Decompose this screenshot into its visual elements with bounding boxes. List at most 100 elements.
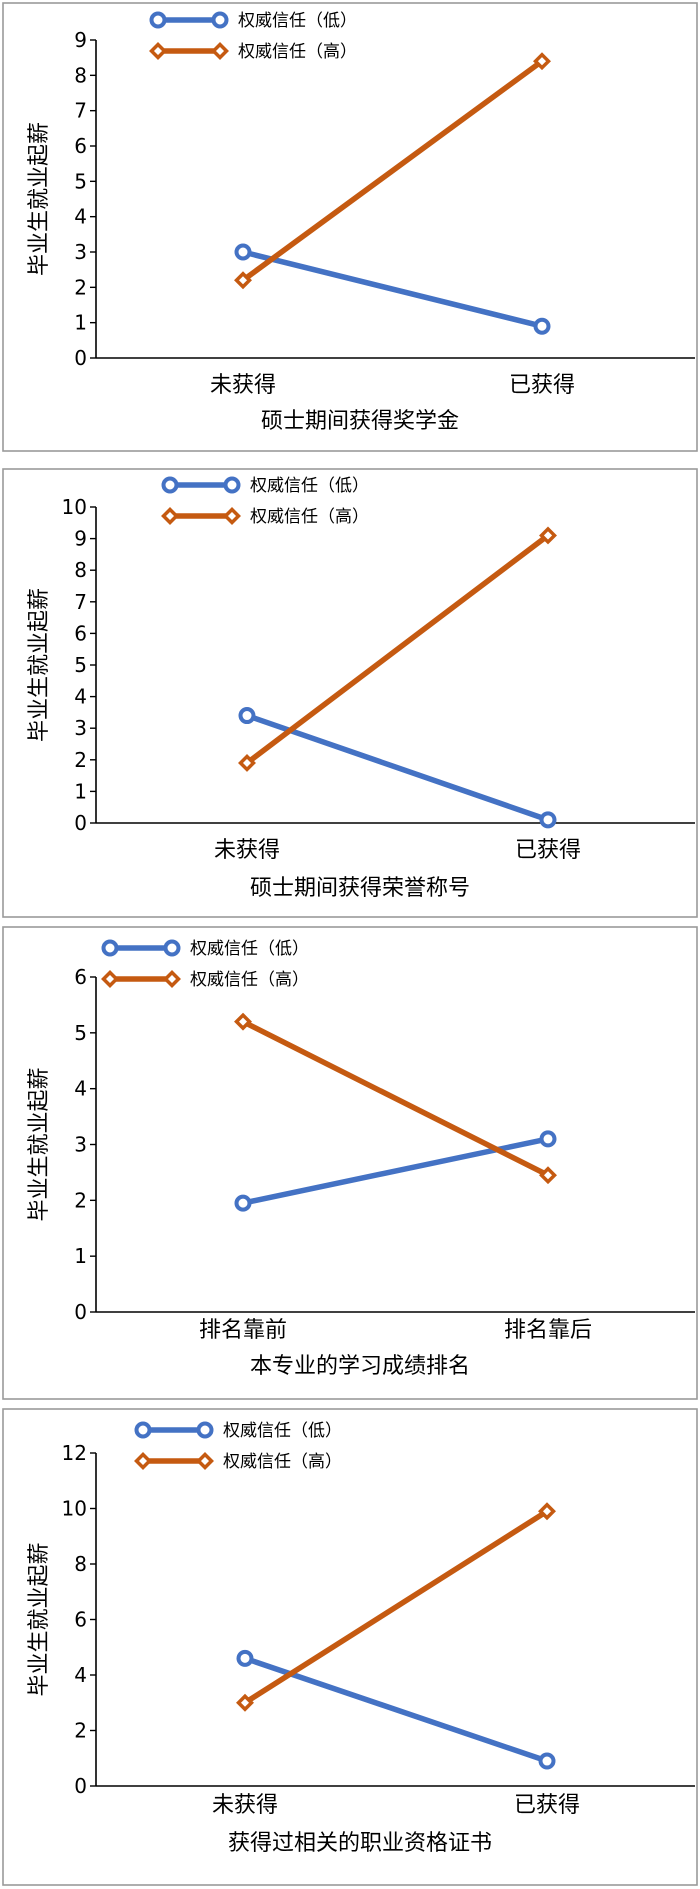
legend-label: 权威信任（低） (190, 939, 309, 959)
legend-item-high: 权威信任（高） (101, 970, 309, 990)
y-tick-label: 6 (74, 965, 87, 989)
data-point-circle-icon (236, 1649, 254, 1667)
series-line-low (244, 712, 551, 823)
y-tick-label: 9 (74, 28, 87, 52)
legend-start-diamond-icon (134, 1452, 152, 1470)
data-point-diamond-icon (539, 526, 557, 545)
data-point-diamond-icon (234, 1012, 252, 1031)
y-axis-title: 毕业生就业起薪 (27, 588, 52, 742)
y-tick-label: 4 (74, 205, 87, 229)
legend-item-high: 权威信任（高） (134, 1452, 342, 1472)
y-tick-label: 2 (74, 275, 87, 299)
legend-item-low: 权威信任（低） (101, 939, 309, 959)
legend-label: 权威信任（高） (190, 970, 309, 990)
data-point-circle-icon (539, 811, 557, 829)
legend-end-diamond-icon (211, 42, 229, 60)
legend-end-circle-icon (163, 939, 181, 957)
legend-label: 权威信任（高） (238, 42, 357, 62)
y-tick-label: 6 (74, 134, 87, 158)
panel-frame (2, 468, 698, 918)
y-axis-title: 毕业生就业起薪 (27, 1067, 52, 1221)
x-category-label: 未获得 (214, 838, 280, 863)
data-point-diamond-icon (236, 1693, 254, 1712)
y-tick-label: 8 (74, 63, 87, 87)
legend-end-circle-icon (196, 1421, 214, 1439)
y-tick-label: 4 (74, 1077, 87, 1101)
series-line-high (244, 532, 551, 766)
y-tick-label: 1 (74, 311, 87, 335)
y-tick-label: 2 (74, 1188, 87, 1212)
data-point-diamond-icon (238, 753, 256, 772)
panel-frame (2, 2, 698, 452)
y-tick-label: 3 (74, 716, 87, 740)
y-tick-label: 1 (74, 1244, 87, 1268)
series-line-high (240, 58, 545, 284)
legend-item-low: 权威信任（低） (149, 11, 357, 31)
legend-item-high: 权威信任（高） (161, 507, 369, 527)
data-point-circle-icon (533, 317, 551, 335)
y-tick-label: 9 (74, 527, 87, 551)
y-tick-label: 0 (74, 811, 87, 835)
y-tick-label: 1 (74, 779, 87, 803)
data-point-circle-icon (234, 1194, 252, 1212)
y-tick-label: 2 (74, 748, 87, 772)
x-category-label: 已获得 (515, 838, 581, 863)
y-tick-label: 5 (74, 653, 87, 677)
y-tick-label: 4 (74, 685, 87, 709)
legend-start-circle-icon (149, 11, 167, 29)
legend-start-circle-icon (134, 1421, 152, 1439)
legend-end-diamond-icon (163, 970, 181, 988)
legend-start-diamond-icon (161, 507, 179, 525)
x-category-label: 排名靠后 (504, 1318, 592, 1343)
x-category-label: 未获得 (212, 1793, 278, 1818)
data-point-diamond-icon (539, 1166, 557, 1185)
data-point-circle-icon (234, 243, 252, 261)
y-tick-label: 0 (74, 1300, 87, 1324)
data-point-diamond-icon (234, 271, 252, 290)
y-tick-label: 8 (74, 1552, 87, 1576)
x-axis-title: 本专业的学习成绩排名 (250, 1354, 470, 1379)
legend-start-diamond-icon (101, 970, 119, 988)
legend-label: 权威信任（低） (238, 11, 357, 31)
legend-label: 权威信任（高） (250, 507, 369, 527)
series-line-low (240, 249, 545, 329)
legend-label: 权威信任（低） (223, 1421, 342, 1441)
y-tick-label: 4 (74, 1663, 87, 1687)
x-category-label: 已获得 (509, 373, 575, 398)
data-point-circle-icon (539, 1130, 557, 1148)
series-line-low (242, 1655, 550, 1764)
y-tick-label: 6 (74, 621, 87, 645)
y-tick-label: 12 (62, 1441, 87, 1465)
x-axis-title: 硕士期间获得荣誉称号 (250, 876, 470, 901)
data-point-circle-icon (238, 707, 256, 725)
y-tick-label: 3 (74, 240, 87, 264)
x-category-label: 排名靠前 (199, 1318, 287, 1343)
legend-start-circle-icon (161, 476, 179, 494)
data-point-diamond-icon (538, 1502, 556, 1521)
y-tick-label: 3 (74, 1133, 87, 1157)
y-tick-label: 7 (74, 590, 87, 614)
y-tick-label: 2 (74, 1719, 87, 1743)
panel-frame (2, 1408, 698, 1886)
y-tick-label: 5 (74, 169, 87, 193)
y-tick-label: 10 (62, 1497, 87, 1521)
y-tick-label: 6 (74, 1608, 87, 1632)
legend-start-circle-icon (101, 939, 119, 957)
legend-item-low: 权威信任（低） (161, 476, 369, 496)
legend-label: 权威信任（低） (250, 476, 369, 496)
legend-item-low: 权威信任（低） (134, 1421, 342, 1441)
y-axis-title: 毕业生就业起薪 (27, 1542, 52, 1696)
legend-label: 权威信任（高） (223, 1452, 342, 1472)
series-line-high (240, 1018, 551, 1178)
x-axis-title: 获得过相关的职业资格证书 (228, 1831, 492, 1856)
y-tick-label: 0 (74, 1774, 87, 1798)
panel-frame (2, 926, 698, 1400)
data-point-diamond-icon (533, 52, 551, 71)
x-category-label: 未获得 (210, 373, 276, 398)
